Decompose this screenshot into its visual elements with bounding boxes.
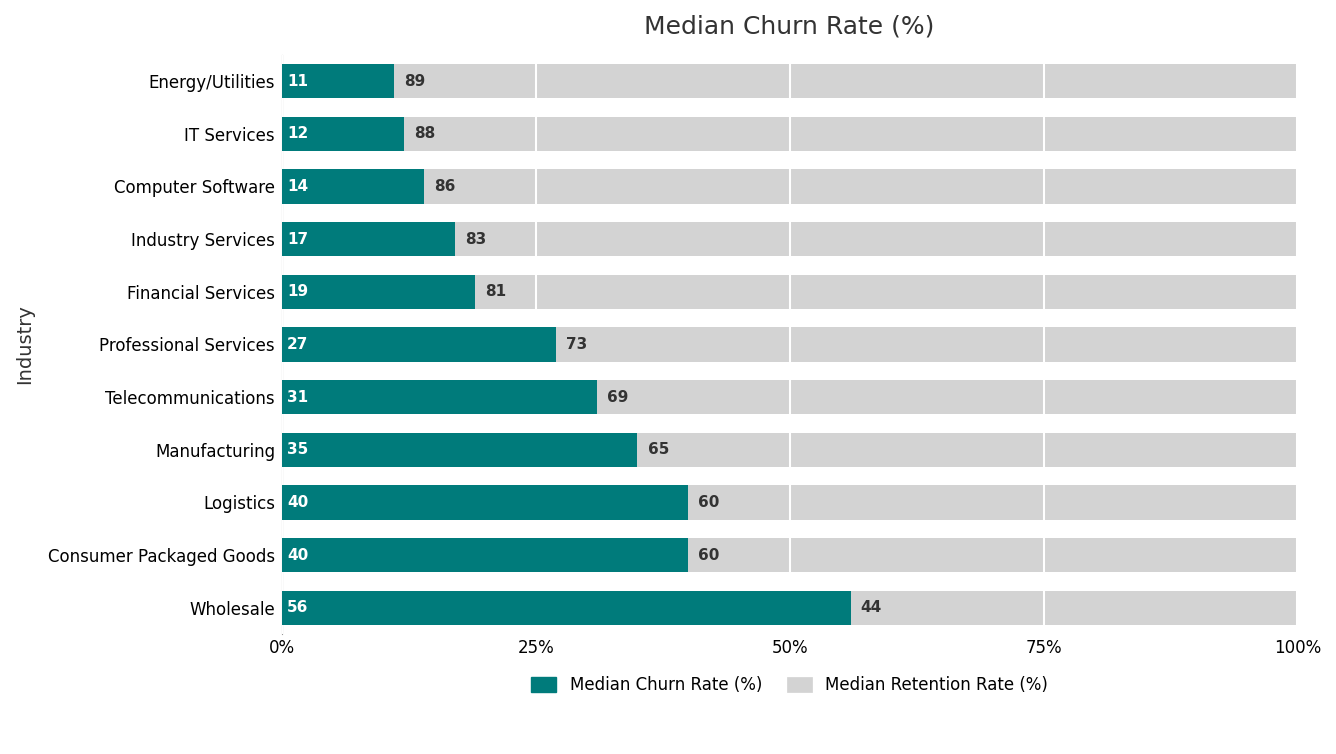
Text: 88: 88 — [414, 127, 436, 141]
Legend: Median Churn Rate (%), Median Retention Rate (%): Median Churn Rate (%), Median Retention … — [525, 670, 1055, 701]
Bar — [282, 222, 1297, 256]
Bar — [282, 380, 1297, 414]
Bar — [282, 170, 1297, 204]
Bar — [282, 117, 1297, 151]
Text: 69: 69 — [607, 390, 628, 405]
Bar — [282, 170, 424, 204]
Text: 60: 60 — [699, 547, 720, 562]
Text: 27: 27 — [287, 337, 309, 352]
Bar — [282, 327, 1297, 362]
Bar — [282, 538, 1297, 572]
Text: 31: 31 — [287, 390, 309, 405]
Bar — [282, 433, 1297, 467]
Text: 81: 81 — [485, 284, 506, 299]
Bar — [282, 117, 403, 151]
Text: 35: 35 — [287, 443, 309, 458]
Text: 89: 89 — [403, 74, 425, 89]
Bar — [282, 380, 597, 414]
Bar — [282, 486, 688, 520]
Text: 14: 14 — [287, 179, 309, 194]
Bar — [282, 327, 556, 362]
Bar — [282, 274, 474, 309]
Bar — [282, 274, 1297, 309]
Title: Median Churn Rate (%): Median Churn Rate (%) — [644, 15, 935, 39]
Text: 17: 17 — [287, 231, 309, 247]
Bar — [282, 64, 394, 98]
Text: 73: 73 — [566, 337, 588, 352]
Bar — [282, 433, 637, 467]
Bar — [282, 590, 851, 625]
Bar — [282, 222, 454, 256]
Text: 65: 65 — [648, 443, 669, 458]
Bar — [282, 538, 688, 572]
Text: 19: 19 — [287, 284, 309, 299]
Bar — [282, 486, 1297, 520]
Text: 40: 40 — [287, 495, 309, 510]
Text: 86: 86 — [434, 179, 456, 194]
Text: 60: 60 — [699, 495, 720, 510]
Text: 12: 12 — [287, 127, 309, 141]
Bar — [282, 64, 1297, 98]
Text: 83: 83 — [465, 231, 486, 247]
Text: 40: 40 — [287, 547, 309, 562]
Bar — [282, 590, 1297, 625]
Y-axis label: Industry: Industry — [15, 305, 33, 385]
Text: 56: 56 — [287, 600, 309, 615]
Text: 11: 11 — [287, 74, 309, 89]
Text: 44: 44 — [860, 600, 882, 615]
